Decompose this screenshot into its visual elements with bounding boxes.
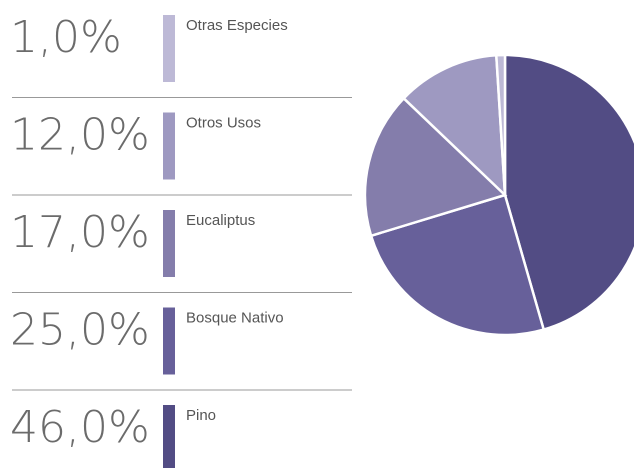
- legend-swatch: [163, 15, 175, 82]
- legend-swatch: [163, 210, 175, 277]
- pie-slice: [503, 53, 634, 332]
- legend-swatch: [163, 405, 175, 468]
- pie-slice: [363, 96, 508, 238]
- percent-label: 17,0%: [10, 207, 150, 258]
- legend-label: Eucaliptus: [186, 212, 255, 229]
- percent-label: 25,0%: [10, 305, 150, 356]
- pie-slice: [494, 53, 507, 196]
- legend-label: Pino: [186, 407, 216, 424]
- percent-label: 46,0%: [10, 402, 150, 453]
- legend-swatch: [163, 307, 175, 375]
- legend-label: Otros Usos: [186, 115, 261, 132]
- legend-label: Otras Especies: [186, 17, 288, 34]
- pie-slice: [369, 193, 546, 337]
- pie-slice: [401, 53, 507, 199]
- legend-label: Bosque Nativo: [186, 310, 284, 327]
- percent-label: 1,0%: [10, 12, 122, 63]
- percent-label: 12,0%: [10, 110, 150, 161]
- legend-swatch: [163, 112, 175, 180]
